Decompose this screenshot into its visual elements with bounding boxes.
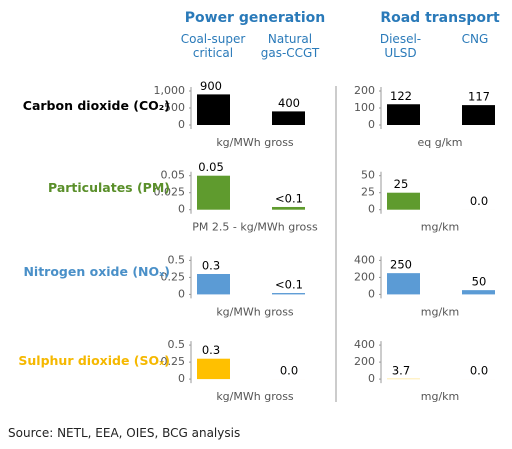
y-tick-label: 0: [178, 118, 185, 131]
y-tick-label: 50: [361, 169, 375, 182]
row-label: Nitrogen oxide (NOₓ): [23, 264, 170, 279]
y-tick-label: 200: [354, 270, 375, 283]
y-tick-label: 0.05: [161, 169, 186, 182]
y-tick-label: 0.5: [168, 253, 186, 266]
category-label: Diesel-ULSD: [379, 32, 422, 60]
row-label: Carbon dioxide (CO₂): [22, 98, 170, 113]
value-label: 0.3: [202, 343, 220, 357]
value-label: 25: [394, 177, 409, 191]
bar: [272, 206, 305, 210]
value-label: 0.05: [198, 160, 224, 174]
y-tick-label: 0: [178, 203, 185, 216]
bar: [197, 175, 230, 210]
y-tick-label: 0: [368, 203, 375, 216]
bar: [387, 273, 420, 295]
y-tick-label: 0.5: [168, 338, 186, 351]
bar: [197, 94, 230, 125]
value-label: 3.7: [392, 363, 410, 377]
bar: [462, 290, 495, 295]
y-tick-label: 1,000: [154, 84, 186, 97]
bar: [272, 111, 305, 125]
y-tick-label: 0: [368, 118, 375, 131]
x-axis-label: mg/km: [421, 221, 460, 234]
source: Source: NETL, EEA, OIES, BCG analysis: [8, 426, 241, 440]
y-tick-label: 0: [368, 372, 375, 385]
value-label: 0.3: [202, 259, 220, 273]
value-label: 50: [472, 275, 487, 289]
x-axis-label: kg/MWh gross: [216, 390, 294, 403]
group-title: Power generation: [184, 10, 326, 26]
value-label: <0.1: [275, 191, 303, 205]
bar: [272, 293, 305, 295]
x-axis-label: mg/km: [421, 390, 460, 403]
y-tick-label: 500: [164, 101, 185, 114]
y-tick-label: 400: [354, 253, 375, 266]
group-title: Road transport: [380, 10, 500, 26]
row-label: Particulates (PM): [48, 180, 170, 195]
y-tick-label: 400: [354, 338, 375, 351]
bar: [462, 105, 495, 125]
y-tick-label: 0: [178, 372, 185, 385]
category-label: CNG: [461, 32, 489, 46]
value-label: 0.0: [470, 364, 488, 378]
bar: [387, 192, 420, 210]
x-axis-label: kg/MWh gross: [216, 305, 294, 318]
bar: [197, 274, 230, 295]
category-label: Natural gas-CCGT: [260, 32, 320, 60]
value-label: 900: [200, 79, 222, 93]
y-tick-label: 0.25: [161, 270, 186, 283]
y-tick-label: 200: [354, 84, 375, 97]
y-tick-label: 0.025: [154, 186, 186, 199]
x-axis-label: mg/km: [421, 305, 460, 318]
value-label: 122: [390, 89, 412, 103]
value-label: 400: [278, 96, 300, 110]
value-label: 0.0: [280, 364, 298, 378]
x-axis-label: PM 2.5 - kg/MWh gross: [192, 221, 318, 234]
y-tick-label: 25: [361, 186, 375, 199]
y-tick-label: 200: [354, 355, 375, 368]
value-label: 117: [468, 90, 490, 104]
bar: [197, 358, 230, 380]
x-axis-label: kg/MWh gross: [216, 136, 294, 149]
row-label: Sulphur dioxide (SOₓ): [18, 353, 170, 368]
value-label: <0.1: [275, 278, 303, 292]
y-tick-label: 0: [178, 287, 185, 300]
x-axis-label: eq g/km: [417, 136, 462, 149]
y-tick-label: 100: [354, 101, 375, 114]
value-label: 250: [390, 258, 412, 272]
y-tick-label: 0.25: [161, 355, 186, 368]
bar: [387, 104, 420, 125]
value-label: 0.0: [470, 194, 488, 208]
category-label: Coal-super critical: [180, 32, 246, 60]
y-tick-label: 0: [368, 287, 375, 300]
